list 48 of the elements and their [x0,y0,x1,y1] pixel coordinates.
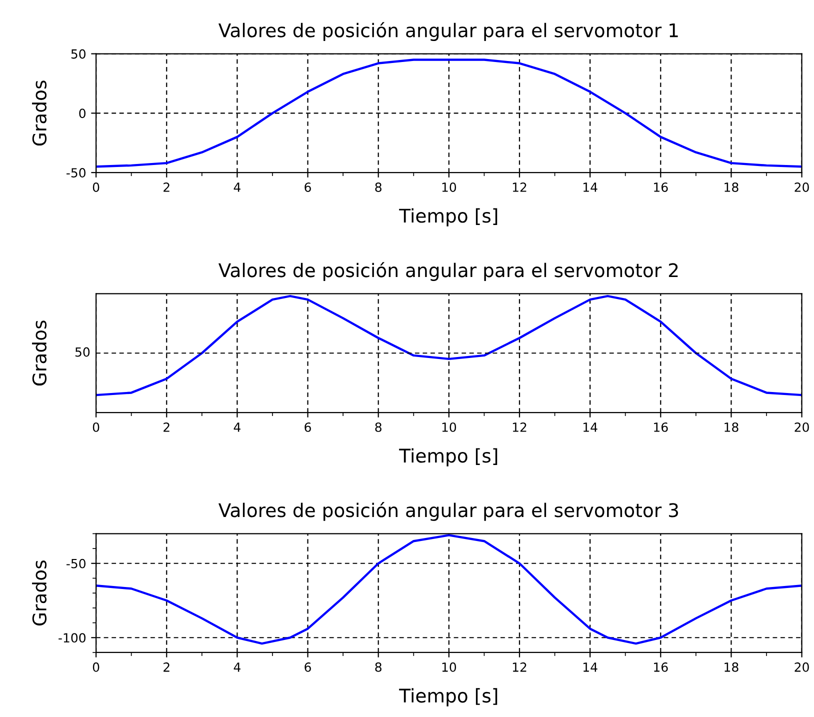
x-tick-label: 18 [724,422,738,432]
chart-title: Valores de posición angular para el servomotor 1 [218,22,678,42]
y-axis-title: Grados [32,320,47,386]
x-tick-label: 8 [375,662,382,672]
x-tick-label: 12 [512,422,526,432]
y-tick-label: -50 [66,558,86,568]
x-tick-label: 0 [92,182,100,192]
x-tick-label: 16 [654,422,668,432]
x-tick-label: 12 [512,662,526,672]
x-tick-label: 0 [92,662,100,672]
x-tick-label: 18 [724,662,738,672]
x-tick-label: 8 [375,182,382,192]
x-tick-label: 6 [304,422,311,432]
x-tick-label: 16 [654,662,668,672]
x-tick-label: 0 [92,422,100,432]
x-tick-label: 10 [442,422,456,432]
y-tick-label: 0 [79,108,86,118]
y-axis-title: Grados [32,560,47,626]
chart-title: Valores de posición angular para el servomotor 2 [218,262,678,281]
x-tick-label: 8 [375,422,382,432]
x-tick-label: 4 [234,422,240,432]
x-tick-label: 6 [304,662,311,672]
x-tick-label: 18 [724,182,738,192]
chart-title: Valores de posición angular para el servomotor 3 [218,502,678,521]
x-tick-label: 10 [442,662,456,672]
line-series [96,58,802,168]
x-axis-title: Tiempo [s] [399,448,498,466]
x-tick-label: 12 [512,182,526,192]
x-tick-label: 6 [304,182,311,192]
x-tick-label: 14 [583,182,598,192]
x-tick-label: 4 [234,662,240,672]
x-tick-label: 2 [164,422,170,432]
x-axis-title: Tiempo [s] [399,208,498,226]
x-tick-label: 20 [794,182,809,192]
x-tick-label: 20 [794,422,809,432]
x-tick-label: 14 [583,662,598,672]
x-tick-label: 14 [583,422,598,432]
x-tick-label: 16 [654,182,668,192]
y-axis-title: Grados [32,80,47,146]
x-tick-label: 20 [794,662,809,672]
y-tick-label: -100 [58,633,86,643]
x-tick-label: 10 [442,182,456,192]
x-tick-label: 2 [164,182,170,192]
x-tick-label: 2 [164,662,170,672]
x-axis-title: Tiempo [s] [399,688,498,706]
y-tick-label: -50 [66,168,86,178]
x-tick-label: 4 [234,182,240,192]
y-tick-label: 50 [71,49,86,59]
